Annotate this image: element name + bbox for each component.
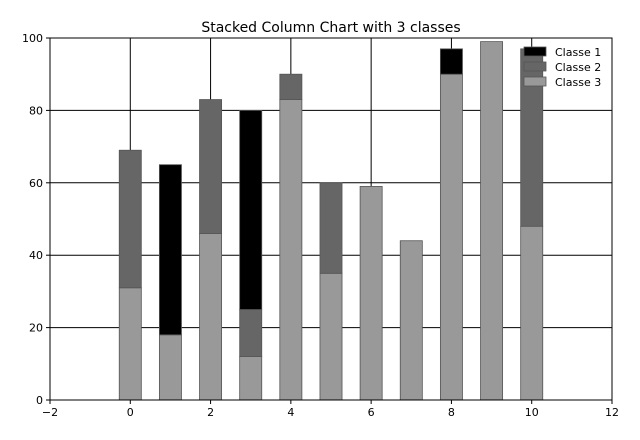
x-tick-label: 4 xyxy=(287,406,294,419)
chart-title: Stacked Column Chart with 3 classes xyxy=(201,20,460,36)
bar-segment-classe-1 xyxy=(439,48,463,75)
x-axis-ticks: −2 0 2 4 6 8 10 12 xyxy=(42,400,619,419)
bar-segment-classe-1 xyxy=(158,164,182,336)
bar-segment-classe-2 xyxy=(239,309,263,357)
bar-segment-classe-3 xyxy=(158,334,182,401)
x-tick-label: −2 xyxy=(42,406,58,419)
legend-swatch xyxy=(523,61,547,72)
bar-segment-classe-3 xyxy=(399,240,423,401)
x-tick-label: 8 xyxy=(448,406,455,419)
legend-label: Classe 2 xyxy=(555,61,601,74)
bar-segment-classe-3 xyxy=(480,41,504,401)
bar-segment-classe-2 xyxy=(319,182,343,274)
x-tick-label: 2 xyxy=(207,406,214,419)
plot-frame xyxy=(49,37,613,401)
bar-segment-classe-3 xyxy=(439,73,463,401)
y-tick-label: 0 xyxy=(36,394,43,407)
y-tick-label: 100 xyxy=(22,32,43,45)
y-tick-label: 40 xyxy=(29,249,43,262)
legend-swatch xyxy=(523,46,547,57)
y-tick-label: 20 xyxy=(29,322,43,335)
legend-label: Classe 3 xyxy=(555,76,601,89)
y-tick-label: 60 xyxy=(29,177,43,190)
bar-segment-classe-3 xyxy=(359,186,383,401)
bars xyxy=(118,41,544,401)
x-tick-label: 12 xyxy=(605,406,619,419)
bar-segment-classe-2 xyxy=(520,48,544,227)
bar-segment-classe-3 xyxy=(239,356,263,401)
x-tick-label: 0 xyxy=(127,406,134,419)
bar-segment-classe-3 xyxy=(319,272,343,401)
bar-segment-classe-2 xyxy=(199,99,223,234)
bar-segment-classe-3 xyxy=(118,287,142,401)
legend-label: Classe 1 xyxy=(555,46,601,59)
y-tick-label: 80 xyxy=(29,104,43,117)
bar-segment-classe-2 xyxy=(279,73,303,100)
bar-segment-classe-3 xyxy=(520,225,544,401)
bar-segment-classe-1 xyxy=(239,110,263,310)
bar-segment-classe-3 xyxy=(199,233,223,401)
y-axis-ticks: 0 20 40 60 80 100 xyxy=(22,32,50,407)
bar-segment-classe-3 xyxy=(279,99,303,401)
legend: Classe 1 Classe 2 Classe 3 xyxy=(523,46,601,89)
x-tick-label: 6 xyxy=(368,406,375,419)
legend-swatch xyxy=(523,76,547,87)
x-tick-label: 10 xyxy=(525,406,539,419)
bar-segment-classe-2 xyxy=(118,149,142,289)
